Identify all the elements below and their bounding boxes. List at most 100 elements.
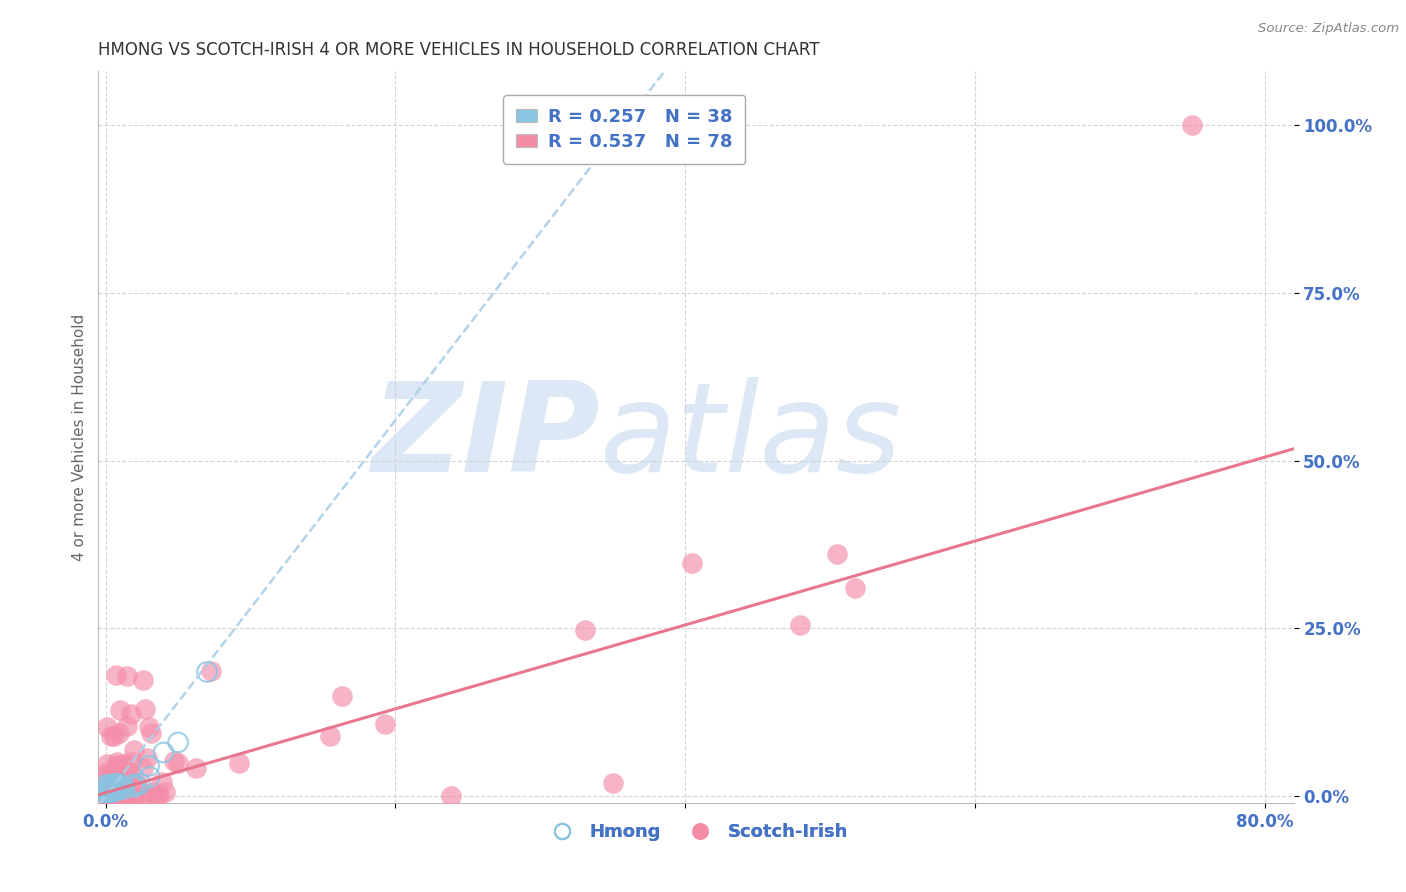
Point — [96, 757, 118, 772]
Point — [98, 768, 121, 782]
Point — [155, 785, 177, 799]
Text: atlas: atlas — [600, 376, 903, 498]
Point — [148, 789, 170, 803]
Point — [108, 703, 131, 717]
Point — [104, 782, 127, 797]
Point — [97, 780, 120, 794]
Point — [96, 784, 118, 798]
Point — [141, 726, 163, 740]
Point — [94, 778, 117, 792]
Point — [100, 782, 122, 797]
Y-axis label: 4 or more Vehicles in Household: 4 or more Vehicles in Household — [72, 313, 87, 561]
Point — [107, 778, 129, 792]
Point — [96, 769, 118, 783]
Point — [111, 789, 134, 803]
Point — [152, 775, 174, 789]
Point — [97, 789, 120, 803]
Point — [97, 789, 120, 803]
Legend: Hmong, Scotch-Irish: Hmong, Scotch-Irish — [537, 816, 855, 848]
Point — [97, 789, 120, 803]
Point — [96, 789, 118, 803]
Point — [110, 789, 132, 803]
Point — [105, 789, 128, 803]
Point — [100, 784, 122, 798]
Point — [111, 789, 134, 803]
Point — [121, 773, 143, 788]
Point — [142, 785, 165, 799]
Point — [98, 781, 121, 796]
Point — [167, 756, 190, 770]
Point — [374, 716, 396, 731]
Point — [101, 782, 124, 797]
Point — [602, 775, 624, 789]
Point — [129, 789, 152, 803]
Point — [117, 789, 139, 803]
Point — [103, 780, 125, 794]
Point — [110, 779, 132, 793]
Point — [139, 770, 162, 784]
Point — [330, 689, 353, 703]
Point — [681, 557, 703, 571]
Point — [136, 751, 159, 765]
Point — [827, 547, 849, 561]
Point — [98, 769, 121, 783]
Point — [167, 735, 190, 749]
Point — [101, 789, 124, 803]
Point — [97, 789, 120, 803]
Point — [440, 789, 463, 803]
Point — [105, 758, 128, 772]
Point — [111, 772, 134, 787]
Point — [195, 665, 218, 679]
Point — [200, 665, 222, 679]
Point — [103, 779, 125, 793]
Point — [129, 777, 152, 791]
Text: HMONG VS SCOTCH-IRISH 4 OR MORE VEHICLES IN HOUSEHOLD CORRELATION CHART: HMONG VS SCOTCH-IRISH 4 OR MORE VEHICLES… — [98, 41, 820, 59]
Point — [107, 789, 129, 803]
Point — [122, 789, 145, 803]
Point — [1181, 118, 1204, 132]
Point — [112, 781, 135, 796]
Point — [111, 789, 134, 803]
Point — [101, 789, 124, 803]
Point — [108, 789, 131, 803]
Point — [105, 755, 128, 769]
Point — [112, 789, 135, 803]
Point — [152, 746, 174, 760]
Point — [844, 581, 866, 595]
Point — [128, 780, 150, 795]
Point — [117, 789, 139, 803]
Point — [101, 783, 124, 797]
Point — [122, 789, 145, 803]
Point — [98, 784, 121, 798]
Point — [114, 773, 136, 788]
Point — [112, 757, 135, 772]
Point — [96, 764, 118, 779]
Point — [103, 777, 125, 791]
Point — [100, 789, 122, 803]
Point — [103, 789, 125, 803]
Point — [101, 778, 124, 792]
Point — [100, 729, 122, 743]
Point — [163, 754, 186, 768]
Text: ZIP: ZIP — [371, 376, 600, 498]
Point — [125, 778, 148, 792]
Point — [96, 720, 118, 734]
Point — [114, 789, 136, 803]
Point — [108, 726, 131, 740]
Point — [789, 617, 811, 632]
Point — [184, 761, 207, 775]
Point — [105, 783, 128, 797]
Point — [115, 718, 138, 732]
Point — [97, 779, 120, 793]
Point — [319, 729, 342, 743]
Point — [228, 756, 250, 770]
Point — [118, 765, 141, 780]
Point — [96, 786, 118, 800]
Point — [120, 707, 142, 722]
Point — [115, 669, 138, 683]
Point — [103, 778, 125, 792]
Point — [134, 701, 156, 715]
Point — [122, 777, 145, 791]
Text: Source: ZipAtlas.com: Source: ZipAtlas.com — [1258, 22, 1399, 36]
Point — [105, 668, 128, 682]
